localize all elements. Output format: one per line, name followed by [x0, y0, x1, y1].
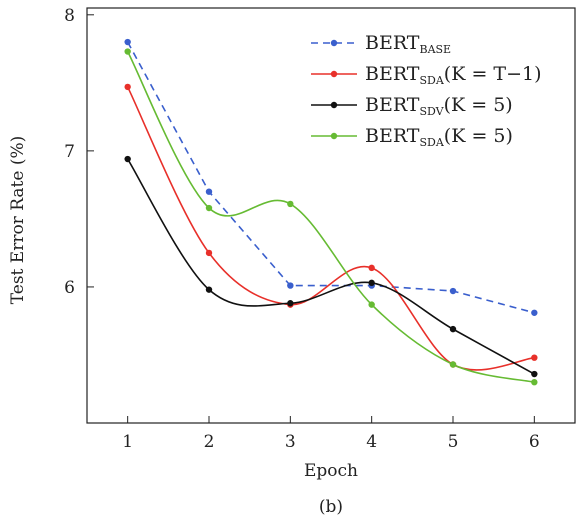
y-tick-label: 6	[64, 278, 75, 298]
data-point	[531, 309, 538, 316]
plot-points	[124, 38, 538, 386]
series-line-0	[126, 41, 535, 314]
legend-label-0: BERTBASE	[365, 32, 451, 56]
data-point	[287, 200, 294, 208]
data-point	[124, 155, 131, 163]
data-point	[287, 282, 294, 289]
x-tick-label: 2	[204, 432, 215, 452]
series-line-2	[126, 158, 535, 375]
x-tick-label: 4	[366, 432, 377, 452]
figure-caption: (b)	[319, 497, 343, 517]
data-point	[205, 286, 213, 293]
data-point	[368, 301, 375, 308]
legend-marker-1	[330, 70, 338, 78]
legend-label-1: BERTSDA(K = T−1)	[365, 63, 542, 87]
legend-label-3: BERTSDA(K = 5)	[365, 125, 513, 149]
y-tick-label: 7	[64, 142, 75, 162]
data-point	[205, 204, 213, 212]
legend-marker-2	[330, 101, 338, 109]
data-point	[205, 188, 213, 195]
x-tick-label: 5	[448, 432, 459, 452]
x-axis: 1 2 3 4 5 6	[122, 416, 540, 452]
y-axis: 6 7 8	[64, 6, 94, 298]
x-tick-label: 3	[285, 432, 296, 452]
data-point	[449, 361, 457, 368]
data-point	[124, 48, 131, 55]
plot-frame	[86, 7, 576, 424]
x-axis-label: Epoch	[304, 461, 358, 481]
legend-marker-0	[330, 39, 338, 47]
data-point	[449, 325, 457, 333]
legend: BERTBASE BERTSDA(K = T−1) BERTSDV(K = 5) BE…	[311, 32, 542, 149]
data-point	[531, 354, 538, 361]
x-tick-label: 6	[529, 432, 540, 452]
data-point	[124, 83, 131, 91]
data-point	[368, 279, 375, 287]
data-point	[531, 378, 538, 386]
x-tick-label: 1	[122, 432, 133, 452]
data-point	[368, 264, 375, 272]
data-point	[449, 287, 457, 295]
y-axis-label: Test Error Rate (%)	[8, 136, 28, 305]
data-point	[531, 370, 538, 378]
data-point	[287, 300, 294, 307]
data-point	[124, 38, 131, 46]
legend-label-2: BERTSDV(K = 5)	[365, 94, 513, 118]
data-point	[205, 249, 213, 257]
y-tick-label: 8	[64, 6, 75, 26]
legend-marker-3	[330, 132, 338, 140]
